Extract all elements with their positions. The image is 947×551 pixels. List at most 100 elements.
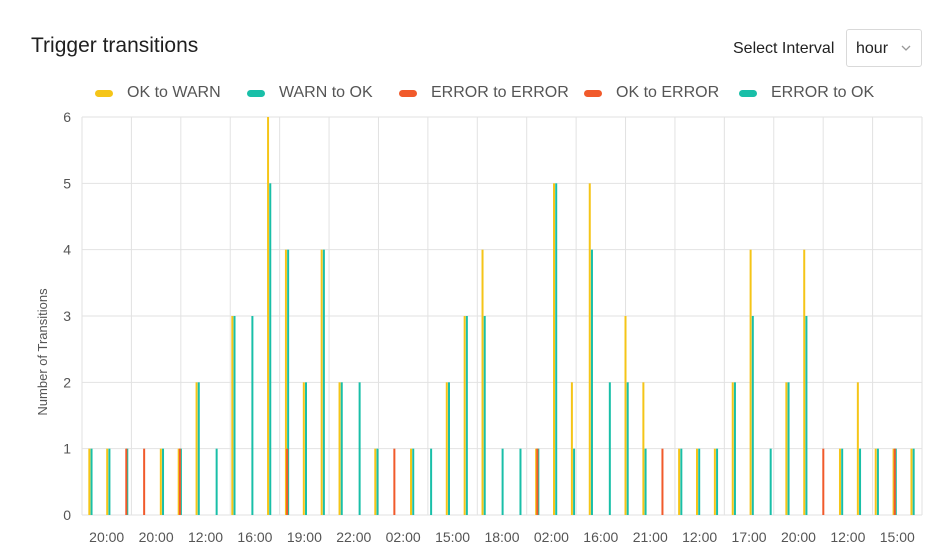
bar[interactable] bbox=[340, 382, 343, 515]
bar[interactable] bbox=[267, 117, 270, 515]
bar[interactable] bbox=[803, 249, 806, 515]
bar[interactable] bbox=[626, 382, 629, 515]
bar[interactable] bbox=[785, 382, 788, 515]
bar[interactable] bbox=[519, 448, 522, 515]
bar[interactable] bbox=[215, 448, 218, 515]
bar[interactable] bbox=[376, 448, 379, 515]
legend-swatch-error-to-ok bbox=[739, 90, 757, 97]
bar[interactable] bbox=[251, 316, 254, 515]
chevron-down-icon bbox=[900, 41, 912, 59]
bar[interactable] bbox=[501, 448, 504, 515]
bar[interactable] bbox=[822, 448, 825, 515]
bar[interactable] bbox=[590, 249, 593, 515]
bar[interactable] bbox=[570, 382, 573, 515]
bar[interactable] bbox=[233, 316, 236, 515]
bar[interactable] bbox=[393, 448, 396, 515]
bar[interactable] bbox=[698, 448, 701, 515]
bar[interactable] bbox=[713, 448, 716, 515]
bar[interactable] bbox=[893, 448, 896, 515]
bar[interactable] bbox=[874, 448, 877, 515]
bar[interactable] bbox=[624, 316, 627, 515]
chart-legend: OK to WARN WARN to OK ERROR to ERROR OK … bbox=[0, 80, 947, 108]
bar[interactable] bbox=[751, 316, 754, 515]
y-tick-label: 3 bbox=[63, 308, 71, 324]
bar[interactable] bbox=[320, 249, 323, 515]
bar[interactable] bbox=[143, 448, 146, 515]
bar[interactable] bbox=[588, 183, 591, 515]
x-tick-label: 12:00 bbox=[188, 529, 223, 545]
bar[interactable] bbox=[195, 382, 198, 515]
bar[interactable] bbox=[465, 316, 468, 515]
bar[interactable] bbox=[374, 448, 377, 515]
bar[interactable] bbox=[838, 448, 841, 515]
bar[interactable] bbox=[284, 249, 287, 515]
bar[interactable] bbox=[463, 316, 466, 515]
bar[interactable] bbox=[910, 448, 913, 515]
x-tick-label: 16:00 bbox=[583, 529, 618, 545]
bar[interactable] bbox=[447, 382, 450, 515]
bar[interactable] bbox=[859, 448, 862, 515]
bar[interactable] bbox=[876, 448, 879, 515]
bar[interactable] bbox=[536, 448, 539, 515]
bar[interactable] bbox=[716, 448, 719, 515]
bar[interactable] bbox=[787, 382, 790, 515]
bar[interactable] bbox=[642, 382, 645, 515]
interval-select[interactable]: hour bbox=[846, 29, 922, 67]
bar[interactable] bbox=[269, 183, 272, 515]
bar[interactable] bbox=[159, 448, 162, 515]
bar[interactable] bbox=[856, 382, 859, 515]
bar[interactable] bbox=[535, 448, 538, 515]
legend-swatch-warn-to-ok bbox=[247, 90, 265, 97]
bar[interactable] bbox=[108, 448, 111, 515]
bar[interactable] bbox=[338, 382, 341, 515]
bar[interactable] bbox=[892, 448, 895, 515]
bar[interactable] bbox=[322, 249, 325, 515]
bar[interactable] bbox=[481, 249, 484, 515]
bar[interactable] bbox=[749, 249, 752, 515]
x-tick-label: 15:00 bbox=[880, 529, 915, 545]
bar[interactable] bbox=[177, 448, 180, 515]
bar[interactable] bbox=[841, 448, 844, 515]
bar[interactable] bbox=[162, 448, 165, 515]
bar[interactable] bbox=[608, 382, 611, 515]
bar[interactable] bbox=[805, 316, 808, 515]
bar[interactable] bbox=[412, 448, 415, 515]
bar[interactable] bbox=[286, 448, 289, 515]
bar[interactable] bbox=[197, 382, 200, 515]
bar[interactable] bbox=[555, 183, 558, 515]
bar[interactable] bbox=[410, 448, 413, 515]
bar[interactable] bbox=[358, 382, 361, 515]
bar[interactable] bbox=[573, 448, 576, 515]
y-axis-title: Number of Transitions bbox=[35, 288, 50, 416]
legend-label: WARN to OK bbox=[279, 84, 373, 101]
x-tick-label: 02:00 bbox=[386, 529, 421, 545]
bar[interactable] bbox=[912, 448, 915, 515]
page-title: Trigger transitions bbox=[31, 34, 199, 57]
bar[interactable] bbox=[731, 382, 734, 515]
bar[interactable] bbox=[305, 382, 308, 515]
bar[interactable] bbox=[231, 316, 234, 515]
bar[interactable] bbox=[106, 448, 109, 515]
x-tick-label: 20:00 bbox=[89, 529, 124, 545]
bar[interactable] bbox=[125, 448, 128, 515]
x-tick-label: 16:00 bbox=[237, 529, 272, 545]
bar[interactable] bbox=[678, 448, 681, 515]
bar[interactable] bbox=[644, 448, 647, 515]
bar[interactable] bbox=[695, 448, 698, 515]
bar[interactable] bbox=[178, 448, 181, 515]
bar[interactable] bbox=[445, 382, 448, 515]
bar[interactable] bbox=[553, 183, 556, 515]
bar[interactable] bbox=[680, 448, 683, 515]
bar[interactable] bbox=[302, 382, 305, 515]
transitions-chart: 0 1 2 3 4 5 6 20:00 20:00 12:00 16:00 19:00 22:00 02… bbox=[35, 109, 923, 545]
bar[interactable] bbox=[430, 448, 433, 515]
bar[interactable] bbox=[733, 382, 736, 515]
x-tick-label: 02:00 bbox=[534, 529, 569, 545]
bar[interactable] bbox=[769, 448, 772, 515]
bar[interactable] bbox=[88, 448, 91, 515]
bar[interactable] bbox=[661, 448, 664, 515]
bar[interactable] bbox=[483, 316, 486, 515]
x-tick-label: 15:00 bbox=[435, 529, 470, 545]
bar[interactable] bbox=[287, 249, 290, 515]
bar[interactable] bbox=[90, 448, 93, 515]
